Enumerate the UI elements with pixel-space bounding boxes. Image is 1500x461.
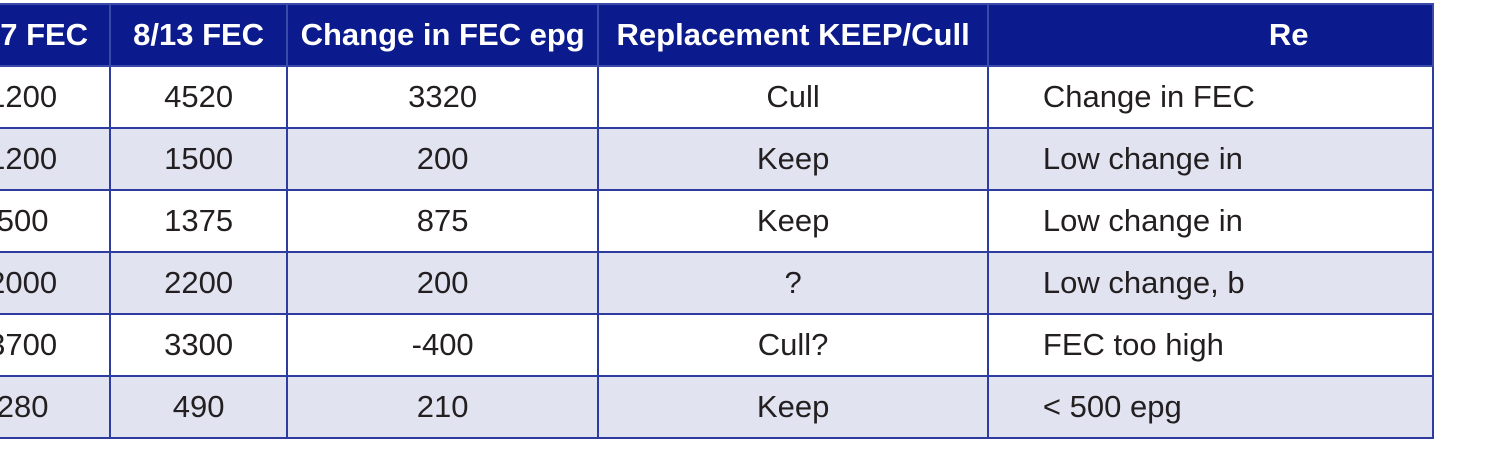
table-cell: Cull bbox=[597, 65, 989, 129]
table-cell: FEC too high bbox=[986, 313, 1435, 377]
table-cell: 2000 bbox=[0, 251, 112, 315]
table-cell: Keep bbox=[597, 127, 989, 191]
table-row: 12001500200KeepLow change in bbox=[0, 127, 1435, 191]
table-cell: 875 bbox=[285, 189, 600, 253]
table-cell: Low change in bbox=[986, 127, 1435, 191]
header-cell: Re bbox=[986, 3, 1435, 67]
table-cell: < 500 epg bbox=[986, 375, 1435, 439]
table-cell: 490 bbox=[109, 375, 288, 439]
table-cell: 3300 bbox=[109, 313, 288, 377]
table-cell: 200 bbox=[285, 251, 600, 315]
table-cell: Keep bbox=[597, 189, 989, 253]
header-cell: 8/13 FEC bbox=[109, 3, 288, 67]
table-cell: Low change, b bbox=[986, 251, 1435, 315]
table-body: 120045203320CullChange in FEC12001500200… bbox=[0, 65, 1435, 439]
table-row: 20002200200?Low change, b bbox=[0, 251, 1435, 315]
header-cell: Replacement KEEP/Cull bbox=[597, 3, 989, 67]
table-cell: 280 bbox=[0, 375, 112, 439]
table-cell: 1200 bbox=[0, 127, 112, 191]
table-row: 500 1375 875 Keep Low change in bbox=[0, 189, 1435, 253]
table-cell: 1375 bbox=[109, 189, 288, 253]
table-cell: Keep bbox=[597, 375, 989, 439]
table-cell: 1200 bbox=[0, 65, 112, 129]
table-row: 120045203320CullChange in FEC bbox=[0, 65, 1435, 129]
table-cell: Change in FEC bbox=[986, 65, 1435, 129]
header-cell: Change in FEC epg bbox=[285, 3, 600, 67]
table-cell: 3320 bbox=[285, 65, 600, 129]
table-cell: ? bbox=[597, 251, 989, 315]
table-cell: Cull? bbox=[597, 313, 989, 377]
table-cell: 500 bbox=[0, 189, 112, 253]
table-cell: 3700 bbox=[0, 313, 112, 377]
table-cell: 210 bbox=[285, 375, 600, 439]
table-cell: 200 bbox=[285, 127, 600, 191]
table-cell: Low change in bbox=[986, 189, 1435, 253]
header-cell: 7/27 FEC bbox=[0, 3, 112, 67]
table-cell: 4520 bbox=[109, 65, 288, 129]
table-cell: 2200 bbox=[109, 251, 288, 315]
table-row: 280 490 210 Keep < 500 epg bbox=[0, 375, 1435, 439]
table-cell: 1500 bbox=[109, 127, 288, 191]
table-cell: -400 bbox=[285, 313, 600, 377]
